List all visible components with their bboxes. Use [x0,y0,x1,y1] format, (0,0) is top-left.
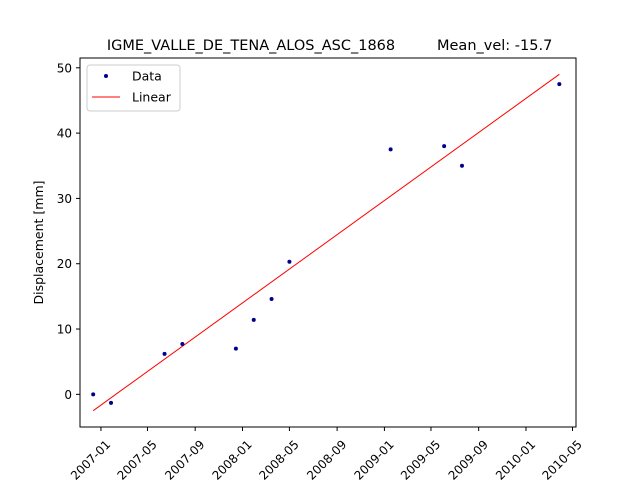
data-point [91,392,96,397]
data-point [388,147,393,152]
legend-marker-data [104,74,108,78]
y-tick-label: 20 [57,257,72,271]
data-point [287,259,292,264]
chart-subtitle: Mean_vel: -15.7 [437,38,552,54]
y-axis-label: Displacement [mm] [31,180,46,304]
data-point [442,144,447,149]
chart-title: IGME_VALLE_DE_TENA_ALOS_ASC_1868 [107,38,395,54]
data-point [109,400,114,405]
linear-fit-line [92,73,560,412]
legend-label-linear: Linear [132,90,172,105]
legend-label-data: Data [132,69,162,84]
legend-box [86,64,181,112]
y-tick-label: 10 [57,323,72,337]
data-point [233,346,238,351]
plot-area [79,57,577,428]
data-point [269,296,274,301]
data-point [557,82,562,87]
data-point [459,163,464,168]
data-point [180,342,185,347]
y-tick-label: 50 [57,61,72,75]
y-tick-label: 0 [64,388,72,402]
y-tick-label: 30 [57,192,72,206]
data-point [251,317,256,322]
data-point [162,351,167,356]
series-layer [91,73,562,412]
plot-frame [79,57,577,428]
legend: Data Linear [86,64,181,112]
y-tick-label: 40 [57,127,72,141]
y-axis: 0 10 20 30 40 50 [57,61,80,402]
